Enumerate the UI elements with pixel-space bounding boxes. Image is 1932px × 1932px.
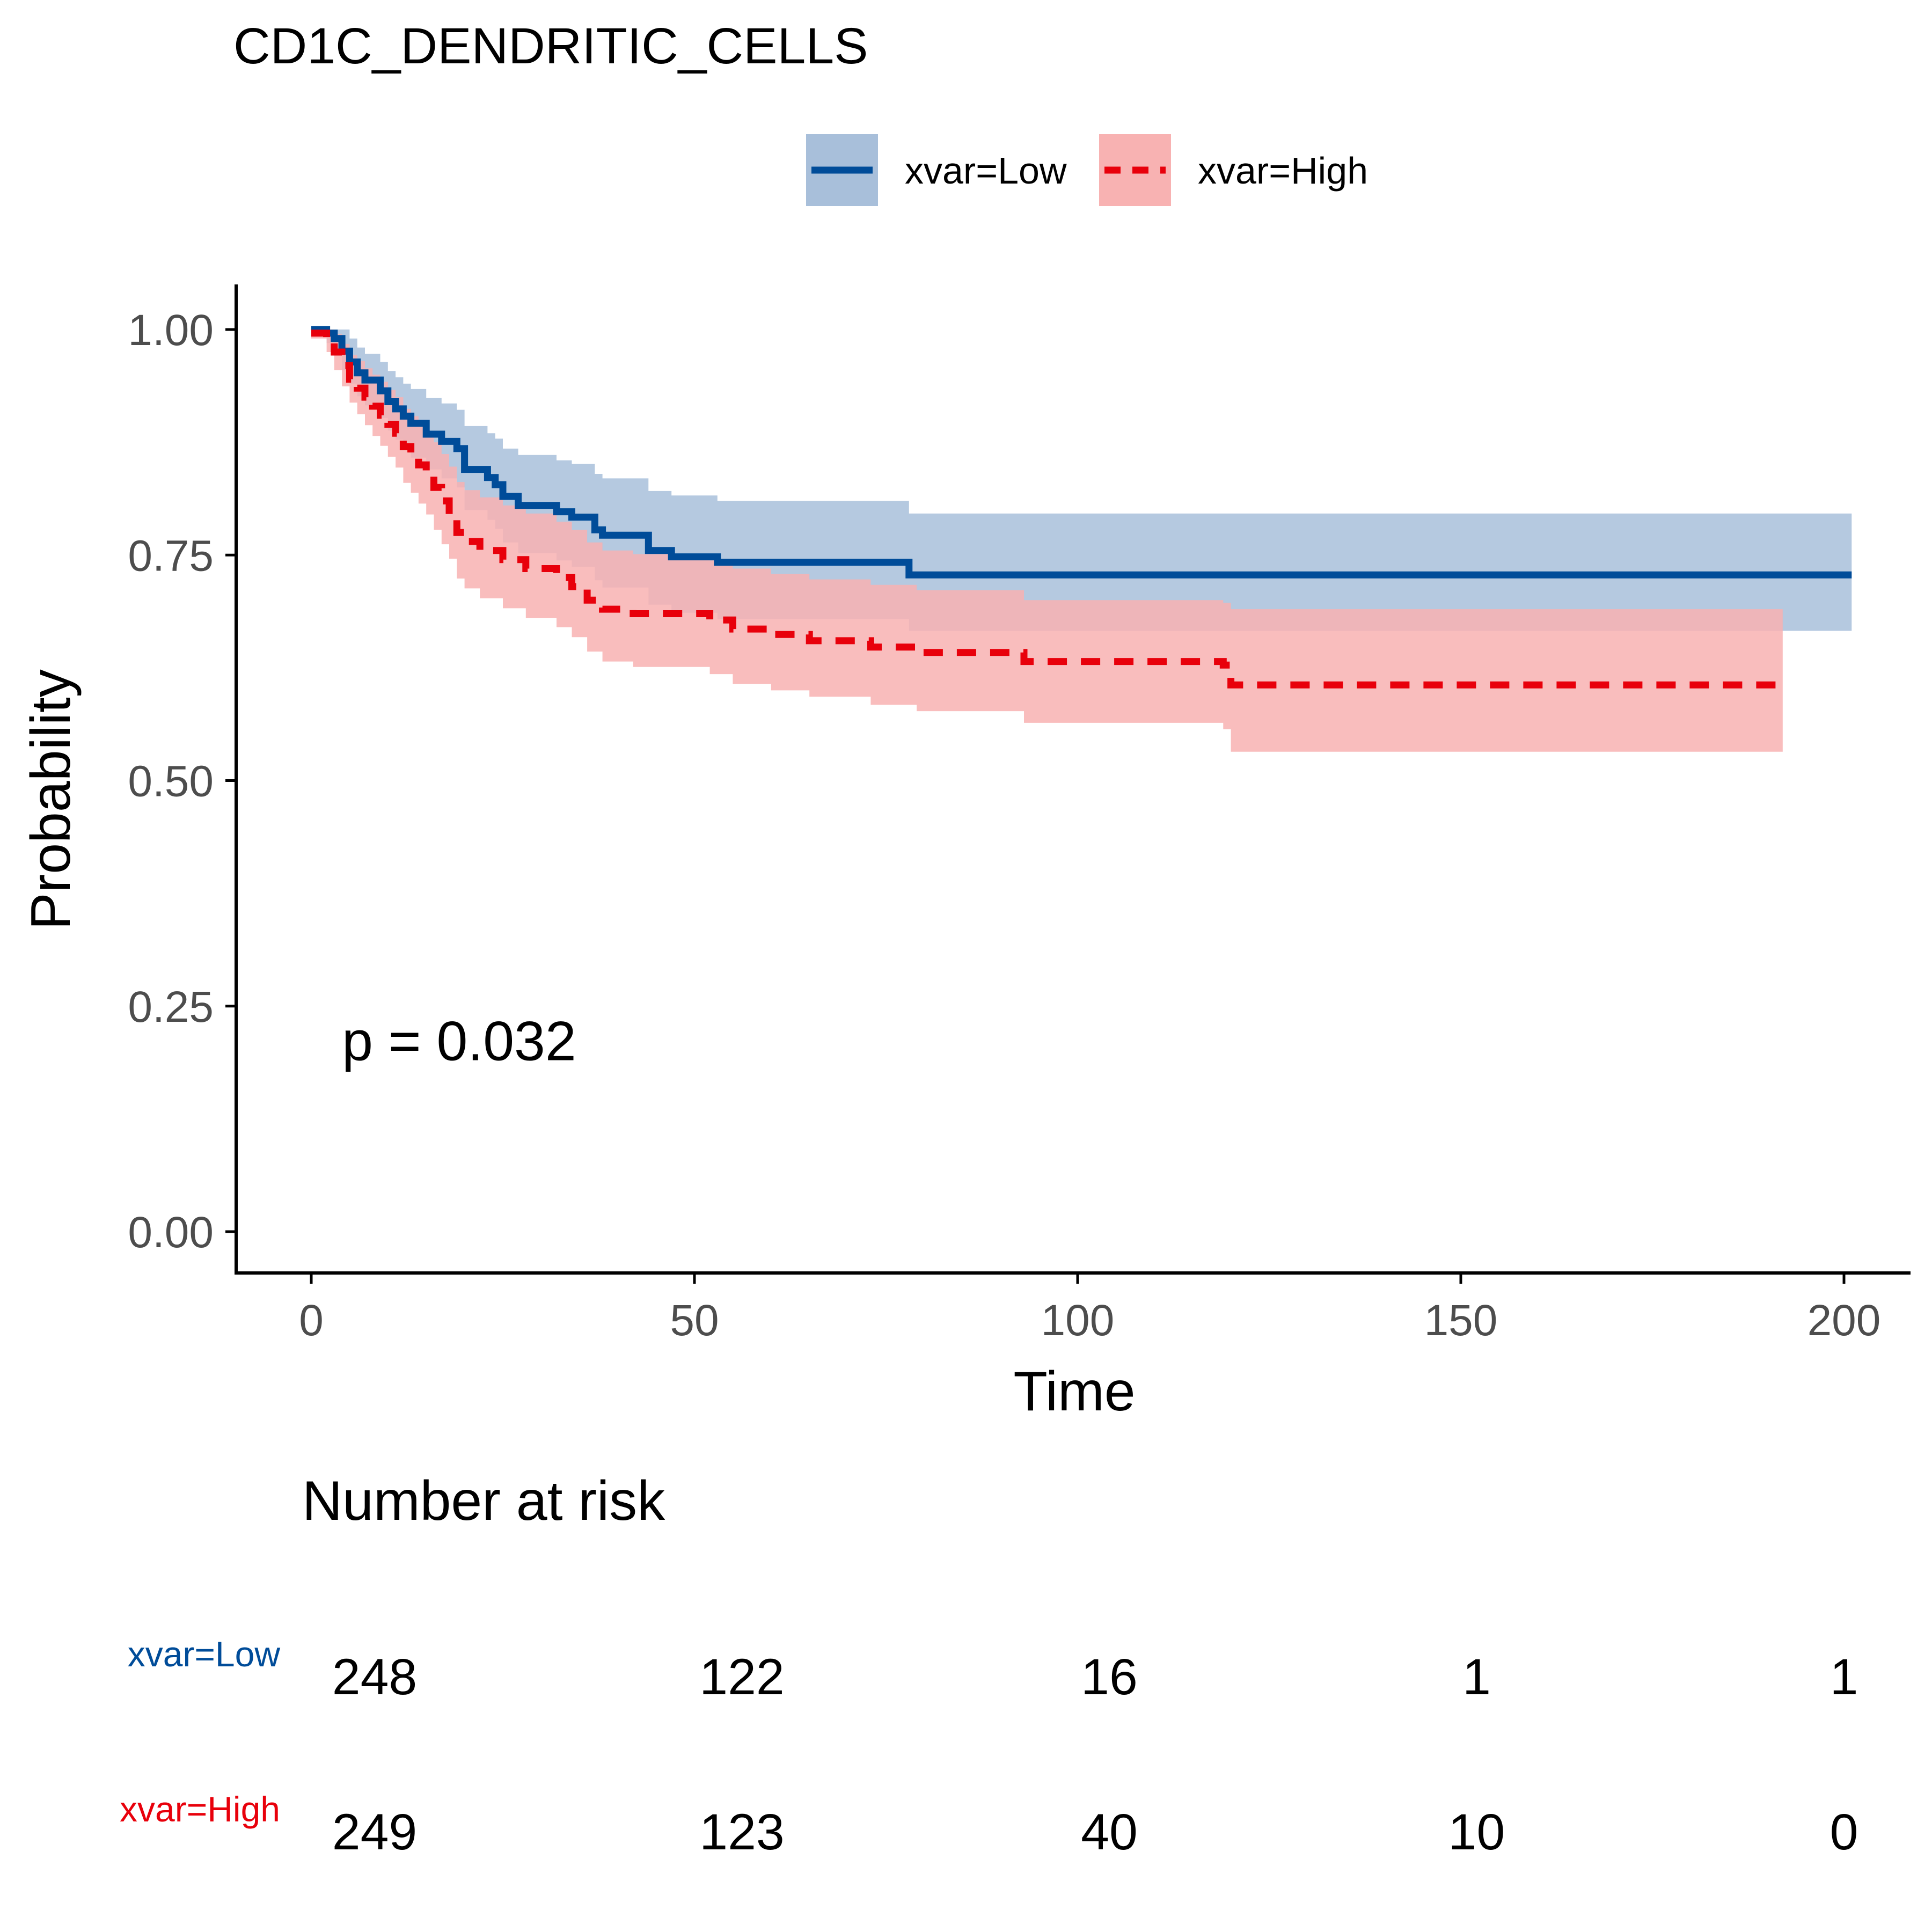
- risk-value: 123: [699, 1804, 785, 1861]
- risk-row-label-xvar-low: xvar=Low: [128, 1634, 281, 1674]
- y-tick-label: 0.75: [128, 531, 214, 580]
- ci-band-xvar-high: [311, 330, 1783, 752]
- axes: 0 50 100 150 200 0.00 0.25 0.50 0.75 1.00: [128, 284, 1911, 1345]
- x-ticks: 0 50 100 150 200: [299, 1273, 1880, 1345]
- x-tick-label: 50: [670, 1296, 719, 1345]
- y-tick-label: 1.00: [128, 306, 214, 355]
- y-axis-title: Probability: [20, 669, 82, 930]
- legend-label-xvar-low: xvar=Low: [905, 150, 1067, 192]
- risk-table-title: Number at risk: [302, 1470, 665, 1532]
- x-tick-label: 150: [1424, 1296, 1498, 1345]
- risk-value: 16: [1081, 1649, 1138, 1706]
- risk-value: 249: [332, 1804, 418, 1861]
- risk-value: 1: [1462, 1649, 1491, 1706]
- confidence-bands: [311, 330, 1852, 752]
- risk-row-label-xvar-high: xvar=High: [120, 1789, 280, 1829]
- y-tick-label: 0.25: [128, 983, 214, 1031]
- x-tick-label: 100: [1041, 1296, 1115, 1345]
- y-tick-label: 0.50: [128, 757, 214, 806]
- risk-table: Number at risk xvar=Low 248 122 16 1 1 xvar=Hi…: [120, 1470, 1858, 1861]
- risk-value: 122: [699, 1649, 785, 1706]
- legend-label-xvar-high: xvar=High: [1198, 150, 1368, 192]
- legend: xvar=Low xvar=High: [806, 134, 1368, 206]
- p-value-annotation: p = 0.032: [342, 1011, 576, 1073]
- risk-value: 10: [1448, 1804, 1505, 1861]
- risk-value: 1: [1830, 1649, 1858, 1706]
- survival-curve-xvar-low: [311, 326, 1852, 579]
- x-axis-title: Time: [1013, 1360, 1135, 1423]
- risk-value: 40: [1081, 1804, 1138, 1861]
- risk-value: 0: [1830, 1804, 1858, 1861]
- chart-title: CD1C_DENDRITIC_CELLS: [233, 18, 868, 75]
- y-ticks: 0.00 0.25 0.50 0.75 1.00: [128, 306, 236, 1257]
- plot-area: [311, 326, 1852, 752]
- x-tick-label: 200: [1807, 1296, 1881, 1345]
- survival-curves: [311, 326, 1852, 689]
- risk-value: 248: [332, 1649, 418, 1706]
- y-tick-label: 0.00: [128, 1208, 214, 1257]
- survival-curve-xvar-high: [311, 330, 1783, 689]
- x-tick-label: 0: [299, 1296, 324, 1345]
